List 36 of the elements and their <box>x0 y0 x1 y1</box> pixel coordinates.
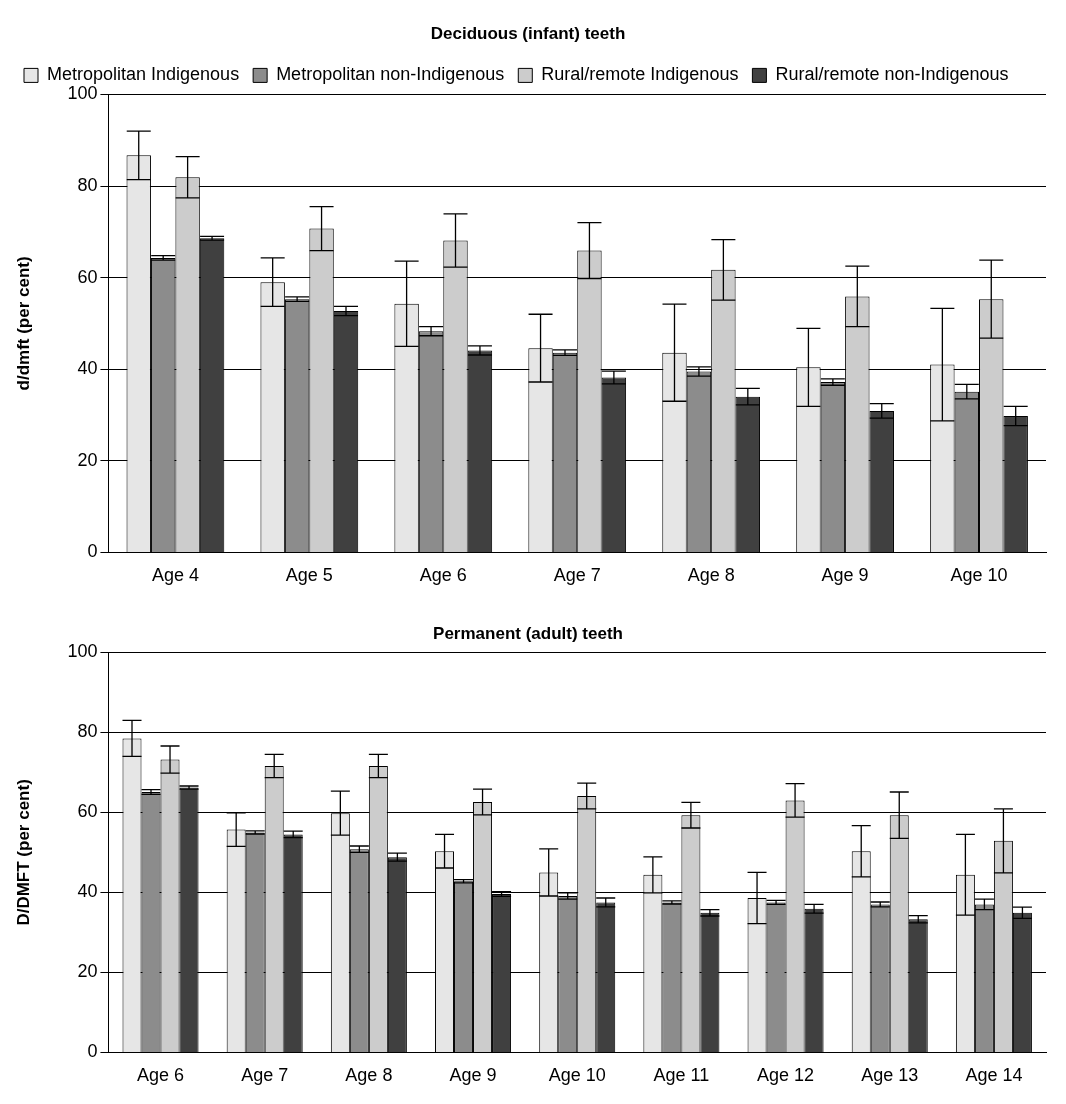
x-tick-label: Age 9 <box>449 1065 497 1086</box>
x-tick-label: Age 7 <box>553 565 601 586</box>
y-tick-label: 40 <box>77 358 98 379</box>
y-tick-label: 0 <box>87 1041 98 1062</box>
x-tick-label: Age 6 <box>137 1065 185 1086</box>
y-axis-title: d/dmft (per cent) <box>13 256 33 391</box>
chart-title: Deciduous (infant) teeth <box>430 23 626 43</box>
x-tick-label: Age 12 <box>757 1065 815 1086</box>
chart-title: Permanent (adult) teeth <box>433 623 623 643</box>
y-tick-label: 80 <box>77 174 98 195</box>
y-tick-label: 100 <box>67 83 98 104</box>
legend-label: Rural/remote non-Indigenous <box>775 64 1009 85</box>
legend-label: Rural/remote Indigenous <box>541 64 739 85</box>
x-tick-label: Age 7 <box>241 1065 289 1086</box>
x-tick-label: Age 8 <box>345 1065 393 1086</box>
y-tick-label: 20 <box>77 961 98 982</box>
y-tick-label: 0 <box>87 541 98 562</box>
y-tick-label: 60 <box>77 266 98 287</box>
x-tick-label: Age 5 <box>285 565 333 586</box>
x-tick-label: Age 13 <box>861 1065 919 1086</box>
legend-label: Metropolitan Indigenous <box>47 64 240 85</box>
x-tick-label: Age 10 <box>950 565 1008 586</box>
y-tick-label: 80 <box>77 721 98 742</box>
legend-label: Metropolitan non-Indigenous <box>276 64 505 85</box>
x-tick-label: Age 6 <box>419 565 467 586</box>
y-tick-label: 100 <box>67 641 98 662</box>
y-tick-label: 20 <box>77 449 98 470</box>
y-tick-label: 40 <box>77 881 98 902</box>
x-tick-label: Age 8 <box>687 565 735 586</box>
y-tick-label: 60 <box>77 801 98 822</box>
x-tick-label: Age 11 <box>653 1065 710 1086</box>
x-tick-label: Age 4 <box>151 565 199 586</box>
x-tick-label: Age 9 <box>821 565 869 586</box>
y-axis-title: D/DMFT (per cent) <box>13 779 33 926</box>
x-tick-label: Age 14 <box>965 1065 1023 1086</box>
x-tick-label: Age 10 <box>548 1065 606 1086</box>
